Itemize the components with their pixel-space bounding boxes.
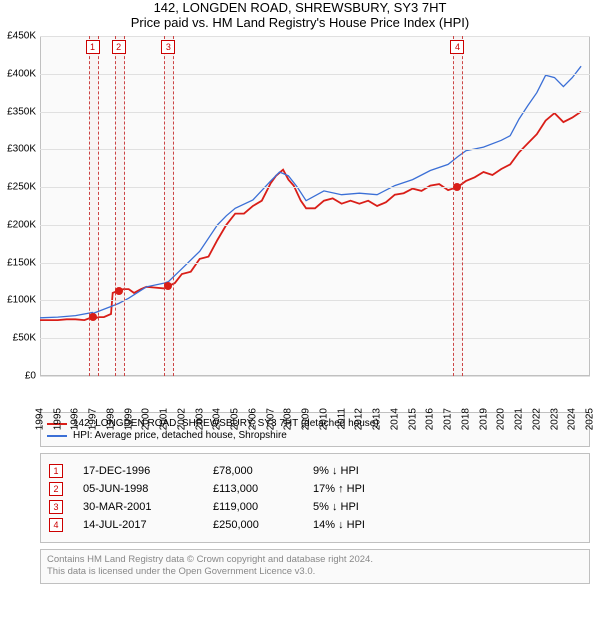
x-tick-label: 2021 bbox=[514, 408, 525, 430]
event-number-badge: 1 bbox=[49, 464, 63, 478]
x-tick-label: 2006 bbox=[247, 408, 258, 430]
event-date: 17-DEC-1996 bbox=[83, 465, 193, 477]
gridline bbox=[40, 376, 590, 377]
event-row: 4 14-JUL-2017 £250,000 14% ↓ HPI bbox=[49, 518, 581, 532]
plot-area: £0£50K£100K£150K£200K£250K£300K£350K£400… bbox=[40, 36, 590, 376]
price-paid-marker bbox=[453, 183, 461, 191]
event-row: 3 30-MAR-2001 £119,000 5% ↓ HPI bbox=[49, 500, 581, 514]
x-tick-label: 2024 bbox=[567, 408, 578, 430]
event-hpi-diff: 9% ↓ HPI bbox=[313, 465, 359, 477]
y-tick-label: £350K bbox=[7, 106, 40, 117]
y-tick-label: £100K bbox=[7, 295, 40, 306]
x-tick-label: 1996 bbox=[70, 408, 81, 430]
x-tick-label: 2005 bbox=[230, 408, 241, 430]
event-number-badge: 2 bbox=[49, 482, 63, 496]
x-tick-label: 2000 bbox=[141, 408, 152, 430]
x-tick-label: 2017 bbox=[443, 408, 454, 430]
event-marker-badge: 4 bbox=[450, 40, 464, 54]
event-marker-badge: 1 bbox=[86, 40, 100, 54]
event-date: 14-JUL-2017 bbox=[83, 519, 193, 531]
x-tick-label: 2001 bbox=[159, 408, 170, 430]
event-price: £113,000 bbox=[213, 483, 293, 495]
x-axis-labels: 1994199519961997199819992000200120022003… bbox=[40, 406, 590, 436]
x-tick-label: 2002 bbox=[176, 408, 187, 430]
x-tick-label: 2010 bbox=[318, 408, 329, 430]
x-tick-label: 2007 bbox=[265, 408, 276, 430]
event-band bbox=[89, 36, 99, 376]
x-tick-label: 1997 bbox=[88, 408, 99, 430]
events-table: 1 17-DEC-1996 £78,000 9% ↓ HPI 2 05-JUN-1998 £… bbox=[40, 453, 590, 543]
event-marker-badge: 2 bbox=[112, 40, 126, 54]
event-date: 05-JUN-1998 bbox=[83, 483, 193, 495]
event-hpi-diff: 17% ↑ HPI bbox=[313, 483, 365, 495]
x-tick-label: 2003 bbox=[194, 408, 205, 430]
event-price: £250,000 bbox=[213, 519, 293, 531]
price-paid-marker bbox=[89, 313, 97, 321]
event-row: 1 17-DEC-1996 £78,000 9% ↓ HPI bbox=[49, 464, 581, 478]
x-tick-label: 2025 bbox=[585, 408, 596, 430]
price-paid-marker bbox=[115, 287, 123, 295]
y-tick-label: £0 bbox=[25, 371, 40, 382]
y-tick-label: £50K bbox=[13, 333, 40, 344]
x-tick-label: 2013 bbox=[372, 408, 383, 430]
y-tick-label: £400K bbox=[7, 68, 40, 79]
x-tick-label: 2012 bbox=[354, 408, 365, 430]
attribution-line: This data is licensed under the Open Gov… bbox=[47, 566, 583, 578]
x-tick-label: 2011 bbox=[336, 408, 347, 430]
event-marker-badge: 3 bbox=[161, 40, 175, 54]
x-tick-label: 2020 bbox=[496, 408, 507, 430]
event-price: £119,000 bbox=[213, 501, 293, 513]
x-tick-label: 2018 bbox=[460, 408, 471, 430]
chart-title: 142, LONGDEN ROAD, SHREWSBURY, SY3 7HT bbox=[0, 0, 600, 15]
x-tick-label: 2015 bbox=[407, 408, 418, 430]
x-tick-label: 1999 bbox=[123, 408, 134, 430]
chart: £0£50K£100K£150K£200K£250K£300K£350K£400… bbox=[40, 36, 590, 406]
x-tick-label: 2016 bbox=[425, 408, 436, 430]
attribution-line: Contains HM Land Registry data © Crown c… bbox=[47, 554, 583, 566]
event-hpi-diff: 5% ↓ HPI bbox=[313, 501, 359, 513]
y-tick-label: £300K bbox=[7, 144, 40, 155]
event-band bbox=[453, 36, 463, 376]
x-tick-label: 1995 bbox=[52, 408, 63, 430]
y-tick-label: £150K bbox=[7, 257, 40, 268]
y-tick-label: £250K bbox=[7, 182, 40, 193]
x-tick-label: 2008 bbox=[283, 408, 294, 430]
chart-subtitle: Price paid vs. HM Land Registry's House … bbox=[0, 15, 600, 30]
x-tick-label: 2009 bbox=[301, 408, 312, 430]
attribution: Contains HM Land Registry data © Crown c… bbox=[40, 549, 590, 584]
event-date: 30-MAR-2001 bbox=[83, 501, 193, 513]
x-tick-label: 2014 bbox=[389, 408, 400, 430]
event-price: £78,000 bbox=[213, 465, 293, 477]
x-tick-label: 2004 bbox=[212, 408, 223, 430]
event-band bbox=[164, 36, 174, 376]
y-tick-label: £450K bbox=[7, 31, 40, 42]
y-tick-label: £200K bbox=[7, 219, 40, 230]
event-row: 2 05-JUN-1998 £113,000 17% ↑ HPI bbox=[49, 482, 581, 496]
event-number-badge: 4 bbox=[49, 518, 63, 532]
x-tick-label: 2022 bbox=[531, 408, 542, 430]
price-paid-marker bbox=[164, 282, 172, 290]
event-band bbox=[115, 36, 125, 376]
x-tick-label: 1998 bbox=[105, 408, 116, 430]
event-number-badge: 3 bbox=[49, 500, 63, 514]
x-tick-label: 1994 bbox=[35, 408, 46, 430]
event-hpi-diff: 14% ↓ HPI bbox=[313, 519, 365, 531]
x-tick-label: 2023 bbox=[549, 408, 560, 430]
x-tick-label: 2019 bbox=[478, 408, 489, 430]
